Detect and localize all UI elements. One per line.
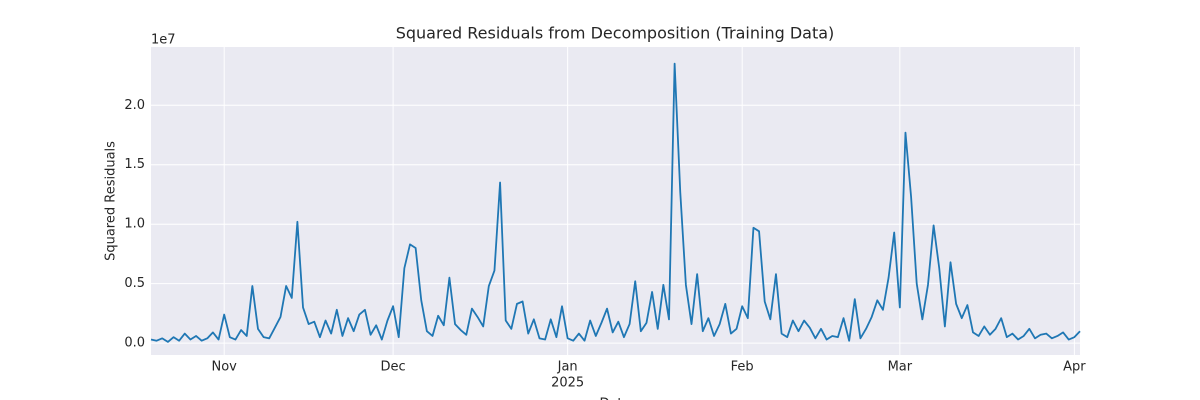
data-line [150, 62, 1081, 343]
x-tick-label: Apr [1063, 360, 1086, 375]
y-tick-label: 1.0 [124, 217, 145, 232]
x-secondary-label: 2025 [551, 376, 584, 391]
grid [151, 47, 1080, 355]
x-tick-label: Jan [557, 360, 578, 375]
y-tick-label: 2.0 [124, 98, 145, 113]
x-tick-label: Feb [731, 360, 754, 375]
x-tick-label: Mar [888, 360, 913, 375]
x-tick-label: Dec [381, 360, 406, 375]
y-axis-label: Squared Residuals [104, 141, 119, 261]
y-tick-label: 1.5 [124, 157, 145, 172]
x-axis-label: Date [599, 397, 630, 400]
x-tick-label: Nov [212, 360, 238, 375]
y-offset-label: 1e7 [151, 33, 176, 48]
y-tick-label: 0.5 [124, 276, 145, 291]
marks [150, 62, 1081, 343]
chart-title: Squared Residuals from Decomposition (Tr… [396, 24, 835, 43]
y-tick-label: 0.0 [124, 336, 145, 351]
plot-area [151, 47, 1080, 355]
